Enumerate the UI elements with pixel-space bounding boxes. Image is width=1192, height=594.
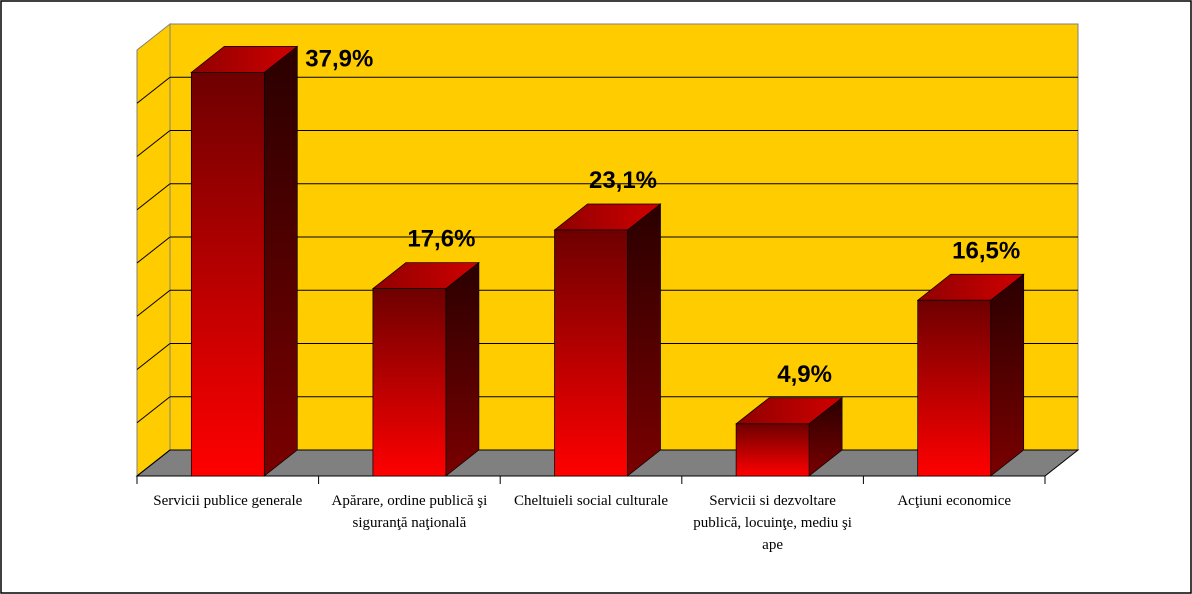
side-grid-line <box>136 343 171 370</box>
x-tick-label: Servicii si dezvoltare publică, locuinţe… <box>693 493 852 553</box>
bar <box>190 72 265 477</box>
x-tick-label: Servicii publice generale <box>153 493 303 509</box>
value-label: 17,6% <box>407 226 475 253</box>
side-grid-line <box>136 183 171 211</box>
value-label: 16,5% <box>952 237 1020 264</box>
side-grid-line <box>136 236 171 264</box>
x-tick-label: Acţiuni economice <box>897 493 1012 509</box>
bar-side <box>445 261 480 477</box>
bar-side <box>627 203 661 477</box>
x-tick-label: Apărare, ordine publică şi siguranţă naţ… <box>331 493 488 531</box>
x-tick-label: Cheltuieli social culturale <box>513 493 669 509</box>
bar-side <box>263 45 298 477</box>
value-label: 4,9% <box>777 361 832 388</box>
value-label: 23,1% <box>589 167 657 194</box>
side-grid-line <box>136 396 171 424</box>
side-grid-line <box>136 449 171 477</box>
value-label: 37,9% <box>305 45 373 72</box>
bar <box>554 229 628 477</box>
bar <box>735 423 810 477</box>
side-grid-line <box>136 289 171 317</box>
bar <box>917 299 992 477</box>
bar <box>372 288 447 477</box>
side-grid-line <box>136 130 171 157</box>
bar-side <box>990 273 1025 477</box>
side-grid-line <box>136 76 171 104</box>
